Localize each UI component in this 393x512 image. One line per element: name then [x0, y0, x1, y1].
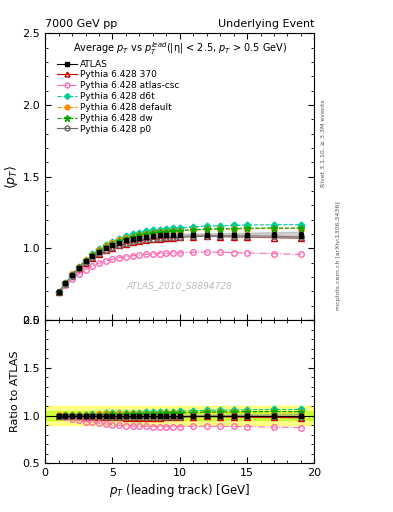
Bar: [45, 411, 314, 420]
Text: Underlying Event: Underlying Event: [218, 19, 314, 29]
Text: Average $p_T$ vs $p_T^{lead}$(|η| < 2.5, $p_T$ > 0.5 GeV): Average $p_T$ vs $p_T^{lead}$(|η| < 2.5,…: [73, 40, 287, 57]
Y-axis label: $\langle p_T \rangle$: $\langle p_T \rangle$: [3, 164, 20, 189]
Text: Rivet 3.1.10, ≥ 3.3M events: Rivet 3.1.10, ≥ 3.3M events: [320, 99, 325, 187]
Legend: ATLAS, Pythia 6.428 370, Pythia 6.428 atlas-csc, Pythia 6.428 d6t, Pythia 6.428 : ATLAS, Pythia 6.428 370, Pythia 6.428 at…: [55, 58, 182, 135]
X-axis label: $p_T$ (leading track) [GeV]: $p_T$ (leading track) [GeV]: [109, 482, 250, 499]
Text: ATLAS_2010_S8894728: ATLAS_2010_S8894728: [127, 281, 233, 290]
Bar: [45, 406, 314, 425]
Text: mcplots.cern.ch [arXiv:1306.3436]: mcplots.cern.ch [arXiv:1306.3436]: [336, 202, 341, 310]
Y-axis label: Ratio to ATLAS: Ratio to ATLAS: [10, 351, 20, 433]
Text: 7000 GeV pp: 7000 GeV pp: [45, 19, 118, 29]
